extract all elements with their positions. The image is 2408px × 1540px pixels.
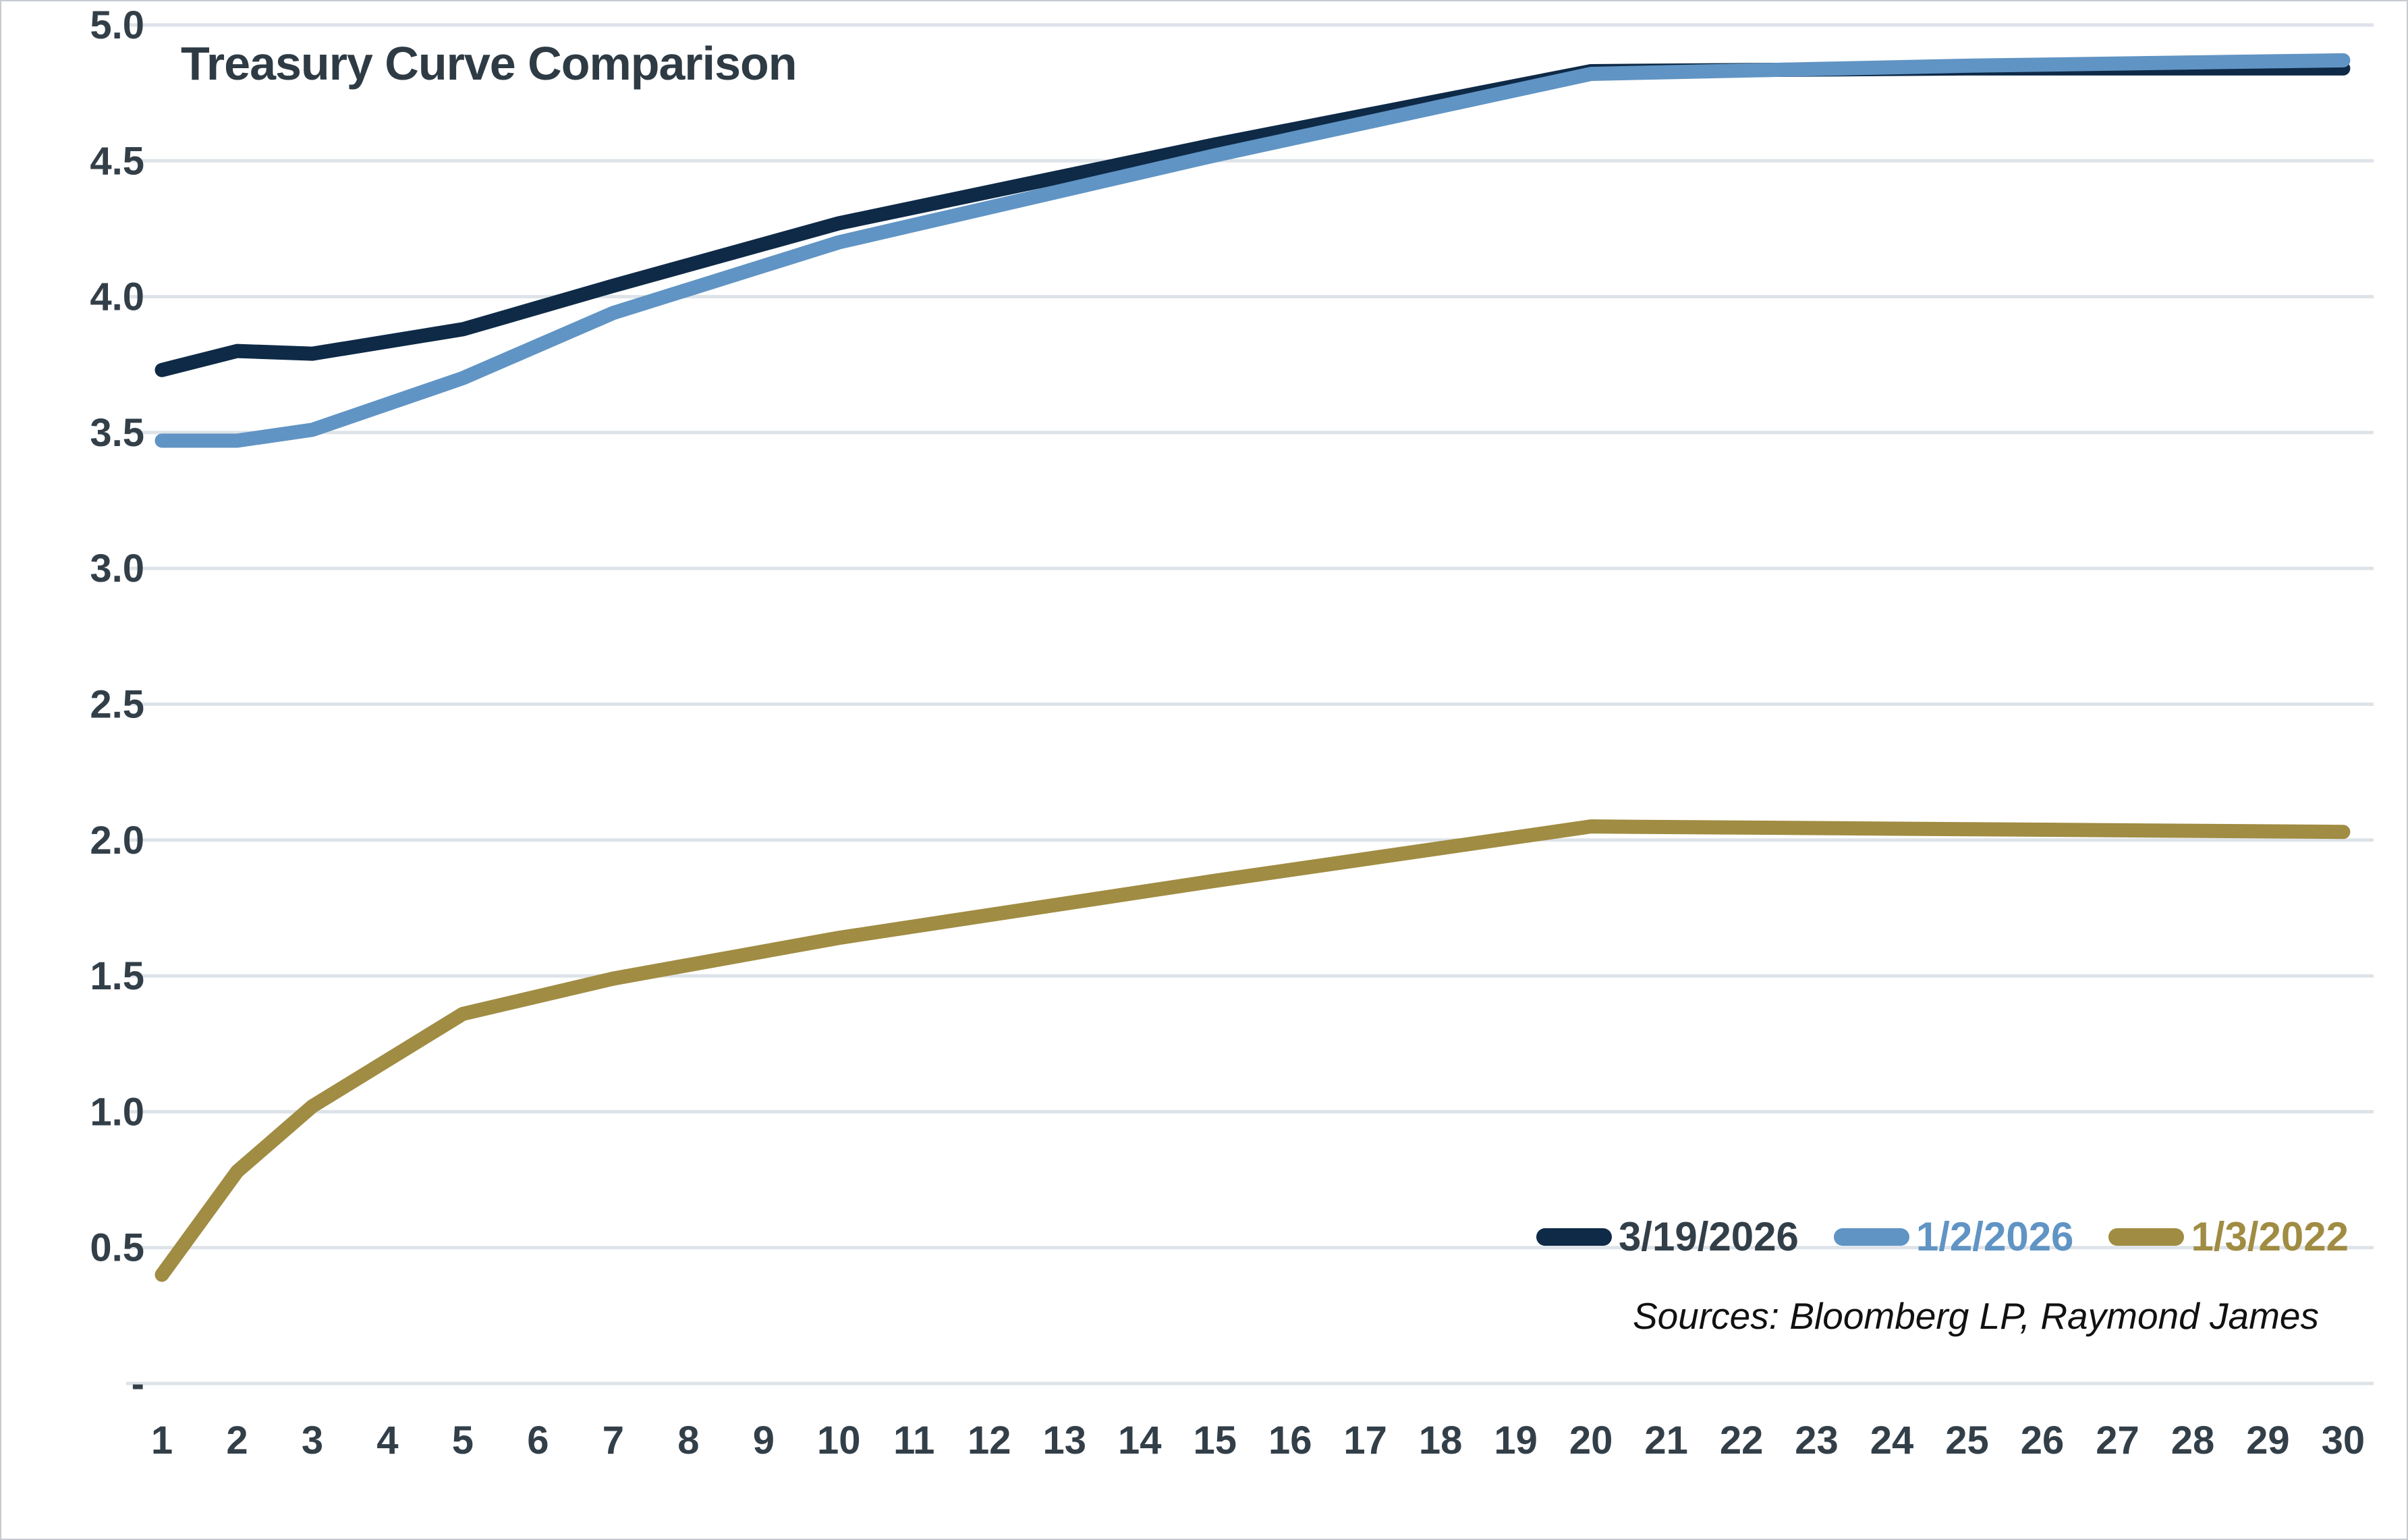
x-axis-label: 30 [2322, 1419, 2365, 1462]
x-axis-label: 11 [893, 1419, 934, 1462]
x-axis-label: 23 [1795, 1419, 1839, 1462]
legend: 3/19/2026 1/2/2026 1/3/2022 [1536, 1213, 2349, 1260]
x-axis-label: 6 [527, 1419, 549, 1462]
legend-item-navy: 3/19/2026 [1536, 1213, 1799, 1260]
x-axis-label: 27 [2096, 1419, 2139, 1462]
y-axis-label: 1.5 [90, 954, 144, 998]
y-axis-label: 3.0 [90, 547, 144, 590]
series-line-1/2/2026 [155, 53, 2351, 448]
x-axis-label: 1 [151, 1419, 173, 1462]
x-axis-label: 20 [1569, 1419, 1613, 1462]
y-axis-label: - [132, 1362, 144, 1406]
navy-line-marker-icon [1536, 1228, 1612, 1246]
source-note: Sources: Bloomberg LP, Raymond James [1633, 1295, 2319, 1337]
x-axis-label: 13 [1043, 1419, 1087, 1462]
blue-line-marker-icon [1833, 1228, 1909, 1246]
chart-title: Treasury Curve Comparison [181, 37, 797, 90]
x-axis-label: 12 [968, 1419, 1011, 1462]
x-axis-label: 19 [1494, 1419, 1538, 1462]
y-axis-label: 1.0 [90, 1090, 144, 1134]
x-axis-label: 21 [1644, 1419, 1688, 1462]
x-axis-label: 28 [2171, 1419, 2215, 1462]
x-axis-label: 29 [2246, 1419, 2290, 1462]
x-axis-label: 4 [376, 1419, 398, 1462]
legend-item-blue: 1/2/2026 [1833, 1213, 2074, 1260]
x-axis-label: 10 [817, 1419, 861, 1462]
gold-line-marker-icon [2108, 1228, 2185, 1246]
y-axis-label: 4.0 [90, 275, 144, 319]
y-axis-label: 4.5 [90, 139, 144, 183]
series-lines [155, 53, 2351, 1282]
series-line-3/19/2026 [155, 61, 2351, 377]
x-axis-label: 5 [452, 1419, 474, 1462]
x-axis-label: 15 [1193, 1419, 1237, 1462]
y-axis-label: 0.5 [90, 1226, 144, 1270]
y-axis-label: 2.5 [90, 683, 144, 727]
x-axis-label: 17 [1343, 1419, 1387, 1462]
legend-label-gold: 1/3/2022 [2191, 1214, 2349, 1259]
x-axis-label: 8 [677, 1419, 699, 1462]
x-axis-label: 16 [1268, 1419, 1312, 1462]
x-axis-label: 3 [302, 1419, 323, 1462]
gridlines [126, 23, 2374, 1385]
x-axis-label: 22 [1720, 1419, 1764, 1462]
x-axis-labels: 1 2 3 4 5 6 7 8 9 10 11 12 13 14 15 16 17 18 19 20 21 22 23 24 2… [151, 1419, 2365, 1462]
legend-label-navy: 3/19/2026 [1618, 1214, 1799, 1259]
x-axis-label: 26 [2021, 1419, 2065, 1462]
y-axis-label: 5.0 [90, 3, 144, 47]
x-axis-label: 14 [1118, 1419, 1162, 1462]
x-axis-label: 7 [603, 1419, 624, 1462]
x-axis-label: 9 [753, 1419, 775, 1462]
series-line-1/3/2022 [155, 819, 2351, 1282]
legend-item-gold: 1/3/2022 [2108, 1213, 2349, 1260]
y-axis-label: 2.0 [90, 819, 144, 862]
x-axis-label: 2 [226, 1419, 248, 1462]
y-axis-labels: 5.0 4.5 4.0 3.5 3.0 2.5 2.0 1.5 1.0 0.5 - [90, 3, 144, 1406]
x-axis-label: 18 [1419, 1419, 1463, 1462]
x-axis-label: 24 [1870, 1419, 1914, 1462]
legend-label-blue: 1/2/2026 [1915, 1214, 2074, 1259]
y-axis-label: 3.5 [90, 411, 144, 455]
x-axis-label: 25 [1945, 1419, 1989, 1462]
